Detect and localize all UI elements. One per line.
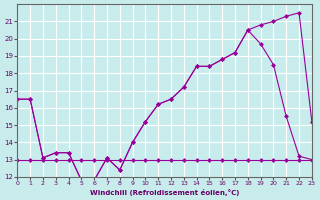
- X-axis label: Windchill (Refroidissement éolien,°C): Windchill (Refroidissement éolien,°C): [90, 189, 239, 196]
